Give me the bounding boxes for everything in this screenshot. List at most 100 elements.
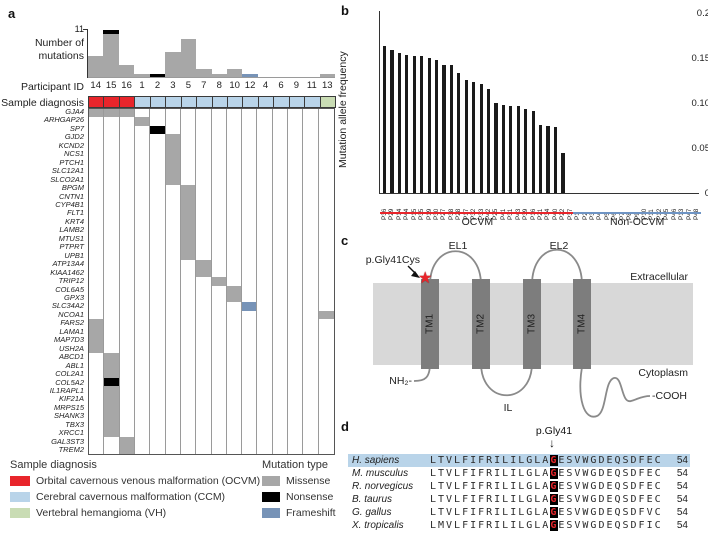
- matrix-cell: [104, 420, 120, 429]
- matrix-cell: [273, 302, 289, 311]
- matrix-cell: [196, 134, 212, 143]
- tm-domain: TM4: [573, 279, 591, 369]
- matrix-cell: [104, 268, 120, 278]
- matrix-cell: [319, 277, 334, 285]
- matrix-cell: [165, 176, 181, 185]
- matrix-cell: [120, 277, 135, 286]
- matrix-cell: [180, 243, 197, 252]
- matrix-cell: [273, 184, 289, 194]
- matrix-cell: [196, 411, 212, 421]
- matrix-cell: [181, 411, 197, 421]
- matrix-cell: [166, 420, 181, 429]
- matrix-cell: [181, 167, 197, 177]
- matrix-cell: [196, 394, 212, 404]
- matrix-cell: [150, 293, 166, 303]
- matrix-cell: [181, 420, 197, 429]
- gene-label: GAL3ST3: [51, 436, 84, 446]
- matrix-cell: [227, 176, 243, 185]
- matrix-cell: [242, 260, 258, 269]
- matrix-cell: [135, 260, 151, 269]
- matrix-cell: [150, 201, 166, 210]
- matrix-cell: [135, 403, 151, 412]
- allele-frequency-bar: [420, 56, 424, 193]
- matrix-cell: [196, 352, 212, 362]
- matrix-cell: [288, 285, 304, 294]
- allele-frequency-bar: [546, 125, 550, 193]
- matrix-cell: [242, 251, 258, 261]
- matrix-cell: [104, 109, 120, 118]
- matrix-cell: [120, 209, 135, 219]
- participant-id: 11: [306, 80, 317, 91]
- matrix-cell: [303, 302, 319, 311]
- matrix-cell: [273, 134, 289, 143]
- matrix-cell: [227, 125, 243, 135]
- matrix-cell: [319, 176, 334, 184]
- cytoplasm-label: Cytoplasm: [638, 367, 688, 379]
- diagnosis-cell: [304, 96, 321, 108]
- matrix-cell: [166, 361, 181, 370]
- matrix-cell: [166, 428, 181, 437]
- matrix-cell: [212, 226, 227, 236]
- matrix-cell: [303, 361, 319, 370]
- gene-label: GJA4: [65, 107, 84, 116]
- matrix-cell: [135, 361, 151, 370]
- matrix-cell: [242, 319, 258, 328]
- matrix-cell: [303, 167, 319, 177]
- matrix-cell: [288, 134, 304, 143]
- allele-frequency-bar: [509, 105, 513, 193]
- matrix-cell: [257, 445, 273, 454]
- sequence-post: ESVWGDEQSDFVC: [558, 507, 663, 518]
- matrix-cell: [181, 378, 197, 387]
- matrix-cell: [150, 411, 166, 421]
- matrix-cell: [150, 369, 166, 378]
- matrix-cell: [104, 251, 120, 261]
- matrix-cell: [303, 142, 319, 152]
- matrix-cell: [226, 293, 243, 303]
- matrix-cell: [135, 277, 151, 286]
- ocvm-swatch: [10, 476, 30, 486]
- matrix-cell: [227, 403, 243, 412]
- mutation-count-bar-missense: [118, 64, 135, 78]
- matrix-cell: [120, 268, 135, 278]
- matrix-cell: [166, 293, 181, 303]
- matrix-cell: [165, 167, 181, 177]
- matrix-cell: [150, 436, 166, 446]
- matrix-cell: [273, 176, 289, 185]
- n-terminus-label: NH₂-: [389, 375, 412, 387]
- diagnosis-cell: [211, 96, 228, 108]
- participant-id: 5: [185, 80, 191, 91]
- highlighted-residue: G: [550, 468, 559, 479]
- matrix-cell: [319, 185, 334, 193]
- matrix-cell: [273, 218, 289, 227]
- gene-label: MTUS1: [58, 233, 84, 243]
- matrix-cell: [288, 193, 304, 202]
- matrix-cell: [303, 386, 319, 395]
- allele-frequency-bar: [479, 84, 483, 193]
- matrix-cell: [150, 420, 166, 429]
- highlighted-residue: G: [550, 507, 559, 518]
- matrix-cell: [150, 226, 166, 236]
- matrix-cell: [257, 176, 273, 185]
- matrix-cell: [104, 218, 120, 227]
- matrix-cell: [89, 209, 105, 219]
- matrix-cell: [273, 209, 289, 219]
- matrix-cell: [104, 176, 120, 185]
- diagnosis-cell: [88, 96, 105, 108]
- matrix-cell: [150, 251, 166, 261]
- species-name: X. tropicalis: [352, 520, 404, 531]
- matrix-cell: [150, 285, 166, 294]
- matrix-cell: [150, 344, 166, 353]
- matrix-cell: [180, 251, 197, 261]
- sample-diagnosis-row: [88, 96, 336, 108]
- matrix-cell: [319, 428, 334, 436]
- matrix-cell: [120, 193, 135, 202]
- matrix-cell: [303, 176, 319, 185]
- matrix-cell: [166, 201, 181, 210]
- matrix-cell: [212, 369, 227, 378]
- matrix-cell: [227, 386, 243, 395]
- x-baseline: [379, 193, 699, 194]
- matrix-cell: [319, 159, 334, 167]
- highlighted-residue: G: [550, 481, 559, 492]
- matrix-cell: [119, 445, 135, 454]
- matrix-cell: [135, 218, 151, 227]
